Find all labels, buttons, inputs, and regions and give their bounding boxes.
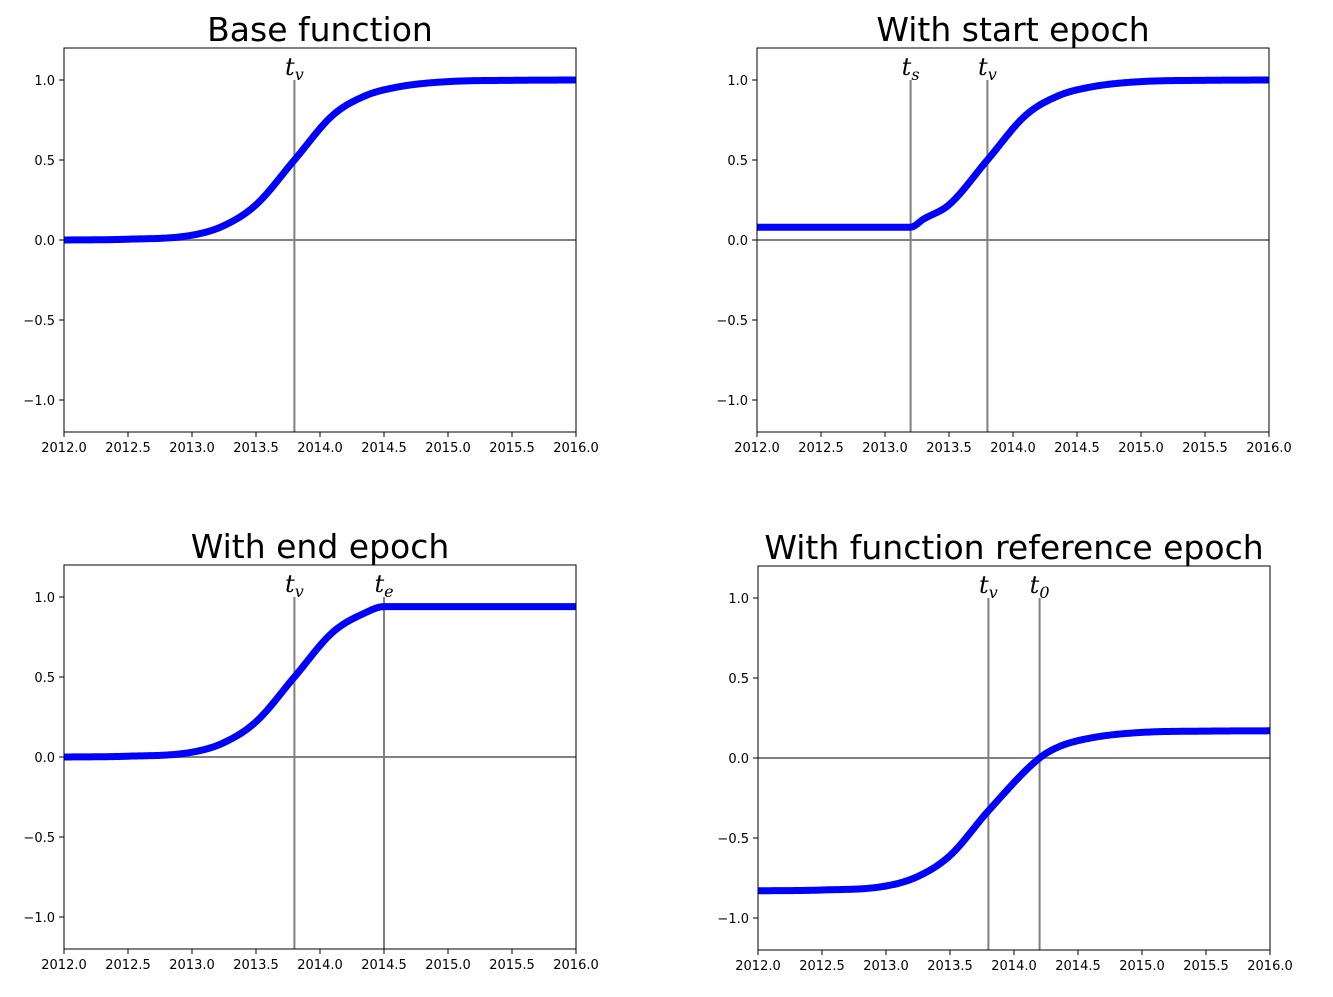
series-line [756, 727, 1272, 895]
subplot-1: Base function tv 2012.0 2012.5 2013.0 2013.5 2… [23, 10, 598, 456]
series-line [755, 76, 1271, 231]
x-tick-label: 2014.0 [297, 441, 343, 456]
epoch-marker-symbol: t [285, 53, 295, 81]
epoch-marker-subscript: v [989, 583, 998, 602]
x-tick-label: 2012.5 [105, 441, 151, 456]
x-tick-label: 2016.0 [553, 958, 599, 973]
x-tick-label: 2014.0 [991, 959, 1037, 974]
y-tick-label: 1.0 [728, 592, 749, 607]
epoch-marker-label: t0 [1030, 571, 1050, 602]
epoch-marker-label: tv [285, 570, 304, 601]
x-tick-label: 2016.0 [553, 441, 599, 456]
y-tick-label: 1.0 [727, 74, 748, 89]
x-tick-label: 2014.5 [1055, 959, 1101, 974]
y-tick-label: 0.5 [34, 671, 55, 686]
y-tick-label: −0.5 [717, 832, 749, 847]
y-tick-label: 0.0 [34, 751, 55, 766]
epoch-marker-subscript: v [295, 65, 304, 84]
epoch-marker-symbol: t [1030, 571, 1040, 599]
x-tick-label: 2012.0 [735, 959, 781, 974]
x-tick-label: 2015.0 [1119, 959, 1165, 974]
x-tick-label: 2013.0 [169, 441, 215, 456]
y-tick-label: 1.0 [34, 74, 55, 89]
x-tick-label: 2015.5 [1182, 441, 1228, 456]
subplot-title: With start epoch [876, 10, 1149, 49]
x-tick-label: 2013.5 [233, 441, 279, 456]
y-tick-label: −1.0 [23, 911, 55, 926]
epoch-marker-label: tv [285, 53, 304, 84]
x-tick-label: 2015.0 [1118, 441, 1164, 456]
y-tick-label: 0.5 [34, 154, 55, 169]
x-tick-label: 2013.5 [927, 959, 973, 974]
epoch-marker-symbol: t [285, 570, 295, 598]
y-tick-label: 0.0 [728, 752, 749, 767]
x-tick-label: 2012.0 [734, 441, 780, 456]
epoch-marker-subscript: 0 [1039, 583, 1049, 602]
x-tick-label: 2014.0 [297, 958, 343, 973]
y-tick-label: −1.0 [716, 394, 748, 409]
x-tick-label: 2013.0 [863, 959, 909, 974]
y-tick-label: −0.5 [716, 314, 748, 329]
subplot-title: Base function [207, 10, 433, 49]
x-tick-label: 2013.0 [169, 958, 215, 973]
x-tick-label: 2015.0 [425, 441, 471, 456]
x-tick-label: 2014.0 [990, 441, 1036, 456]
x-tick-label: 2012.0 [41, 958, 87, 973]
x-tick-label: 2012.0 [41, 441, 87, 456]
y-tick-label: −1.0 [717, 912, 749, 927]
epoch-marker-subscript: e [384, 582, 393, 601]
x-tick-label: 2016.0 [1247, 959, 1293, 974]
x-tick-label: 2013.5 [233, 958, 279, 973]
x-tick-label: 2012.5 [798, 441, 844, 456]
epoch-marker-subscript: s [911, 65, 919, 84]
y-tick-label: 1.0 [34, 591, 55, 606]
x-tick-label: 2014.5 [361, 441, 407, 456]
y-tick-label: −1.0 [23, 394, 55, 409]
x-tick-label: 2015.5 [489, 958, 535, 973]
y-tick-label: −0.5 [23, 831, 55, 846]
x-tick-label: 2016.0 [1246, 441, 1292, 456]
epoch-marker-symbol: t [979, 571, 989, 599]
x-tick-label: 2013.0 [862, 441, 908, 456]
epoch-marker-symbol: t [374, 570, 384, 598]
epoch-marker-label: te [374, 570, 393, 601]
epoch-marker-label: tv [978, 53, 997, 84]
epoch-marker-label: tv [979, 571, 998, 602]
x-tick-label: 2014.5 [1054, 441, 1100, 456]
subplot-title: With function reference epoch [764, 528, 1263, 567]
y-tick-label: 0.5 [727, 154, 748, 169]
y-tick-label: 0.0 [34, 234, 55, 249]
x-tick-label: 2013.5 [926, 441, 972, 456]
x-tick-label: 2015.5 [1183, 959, 1229, 974]
x-tick-label: 2012.5 [105, 958, 151, 973]
epoch-marker-symbol: t [902, 53, 912, 81]
epoch-marker-subscript: v [988, 65, 997, 84]
epoch-marker-symbol: t [978, 53, 988, 81]
x-tick-label: 2015.0 [425, 958, 471, 973]
epoch-marker-label: ts [902, 53, 920, 84]
x-tick-label: 2014.5 [361, 958, 407, 973]
y-tick-label: 0.0 [727, 234, 748, 249]
series-line [62, 76, 578, 244]
epoch-marker-subscript: v [295, 582, 304, 601]
x-tick-label: 2012.5 [799, 959, 845, 974]
x-tick-label: 2015.5 [489, 441, 535, 456]
y-tick-label: −0.5 [23, 314, 55, 329]
subplot-title: With end epoch [191, 527, 450, 566]
y-tick-label: 0.5 [728, 672, 749, 687]
series-line [62, 603, 578, 761]
